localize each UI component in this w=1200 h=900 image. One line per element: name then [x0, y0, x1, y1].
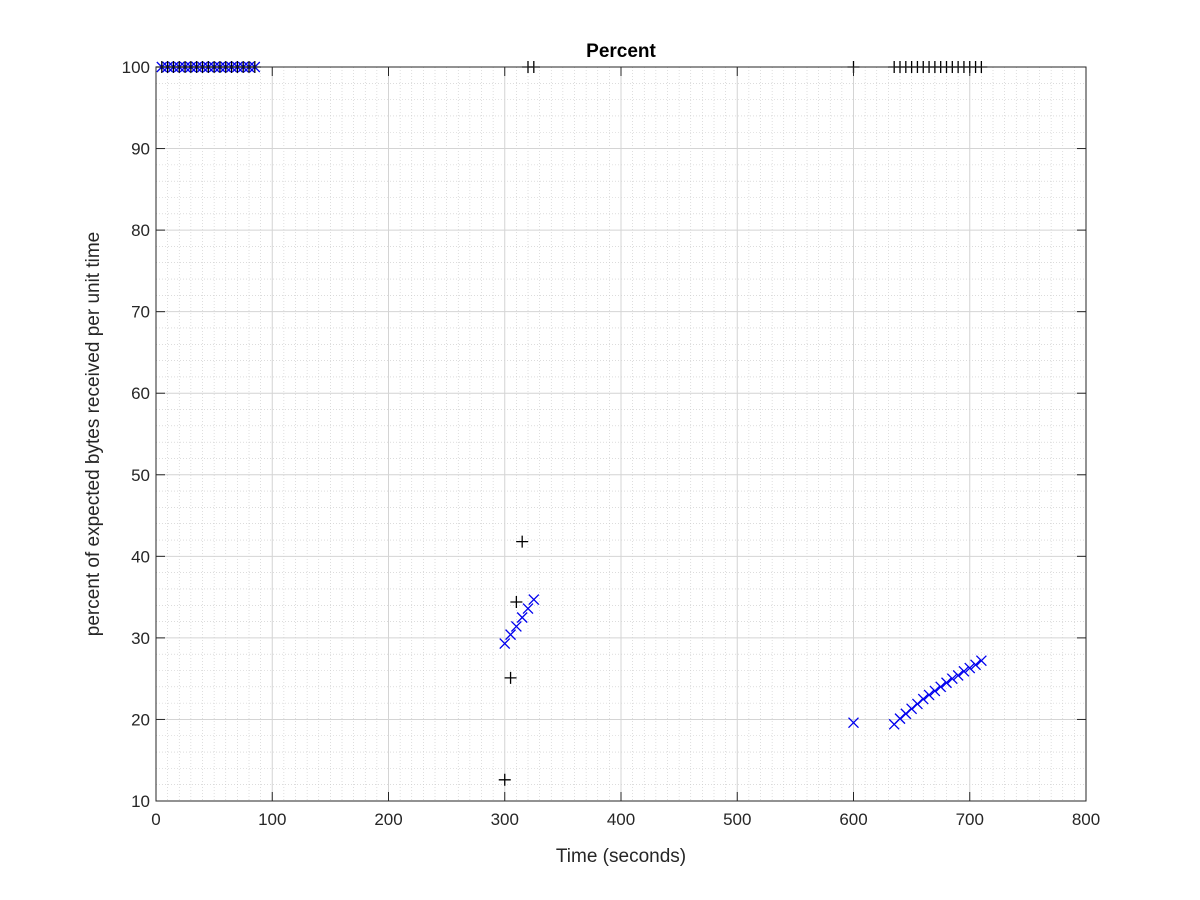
y-tick-label: 70	[131, 303, 150, 322]
y-tick-label: 40	[131, 547, 150, 566]
data-point-x-marker	[522, 603, 534, 614]
x-tick-label: 300	[491, 810, 519, 829]
data-point-x-marker	[964, 662, 976, 674]
data-point-plus-marker	[510, 596, 523, 609]
data-point-x-marker	[516, 612, 528, 623]
data-point-x-marker	[499, 638, 511, 650]
data-point-x-marker	[958, 665, 970, 677]
y-tick-label: 30	[131, 629, 150, 648]
y-tick-label: 90	[131, 140, 150, 159]
data-point-x-marker	[952, 669, 964, 681]
data-point-x-marker	[917, 693, 929, 705]
tick-labels: 0 100 200 300 400 500 600 700 800 10 20 30 40 50 60 70 8…	[122, 58, 1101, 829]
y-tick-label: 80	[131, 221, 150, 240]
data-point-x-marker	[848, 717, 859, 729]
chart-title: Percent	[586, 41, 656, 62]
x-axis-label: Time (seconds)	[556, 846, 686, 867]
y-tick-label: 20	[131, 710, 150, 729]
data-point-x-marker	[923, 689, 935, 701]
x-tick-label: 0	[151, 810, 160, 829]
y-tick-label: 10	[131, 792, 150, 811]
data-point-x-marker	[528, 594, 540, 606]
data-point-x-marker	[906, 703, 918, 715]
data-point-plus-marker	[516, 535, 529, 548]
data-point-x-marker	[941, 677, 952, 689]
x-tick-label: 200	[374, 810, 402, 829]
data-point-x-marker	[935, 681, 947, 693]
x-tick-label: 700	[956, 810, 984, 829]
major-grid	[156, 67, 1086, 801]
x-tick-label: 500	[723, 810, 751, 829]
tick-marks	[155, 66, 1087, 802]
y-tick-label: 50	[131, 466, 150, 485]
data-point-plus-marker	[498, 773, 511, 786]
x-tick-label: 600	[839, 810, 867, 829]
data-point-x-marker	[975, 655, 987, 667]
y-tick-label: 100	[122, 58, 150, 77]
data-point-x-marker	[505, 629, 517, 641]
data-point-x-marker	[970, 659, 982, 671]
x-tick-label: 100	[258, 810, 286, 829]
data-point-plus-marker	[504, 671, 517, 684]
x-tick-label: 800	[1072, 810, 1100, 829]
data-point-x-marker	[929, 685, 941, 697]
data-point-x-marker	[510, 621, 522, 632]
y-tick-label: 60	[131, 384, 150, 403]
data-point-x-marker	[946, 673, 958, 685]
y-axis-label: percent of expected bytes received per u…	[83, 232, 104, 637]
x-tick-label: 400	[607, 810, 635, 829]
